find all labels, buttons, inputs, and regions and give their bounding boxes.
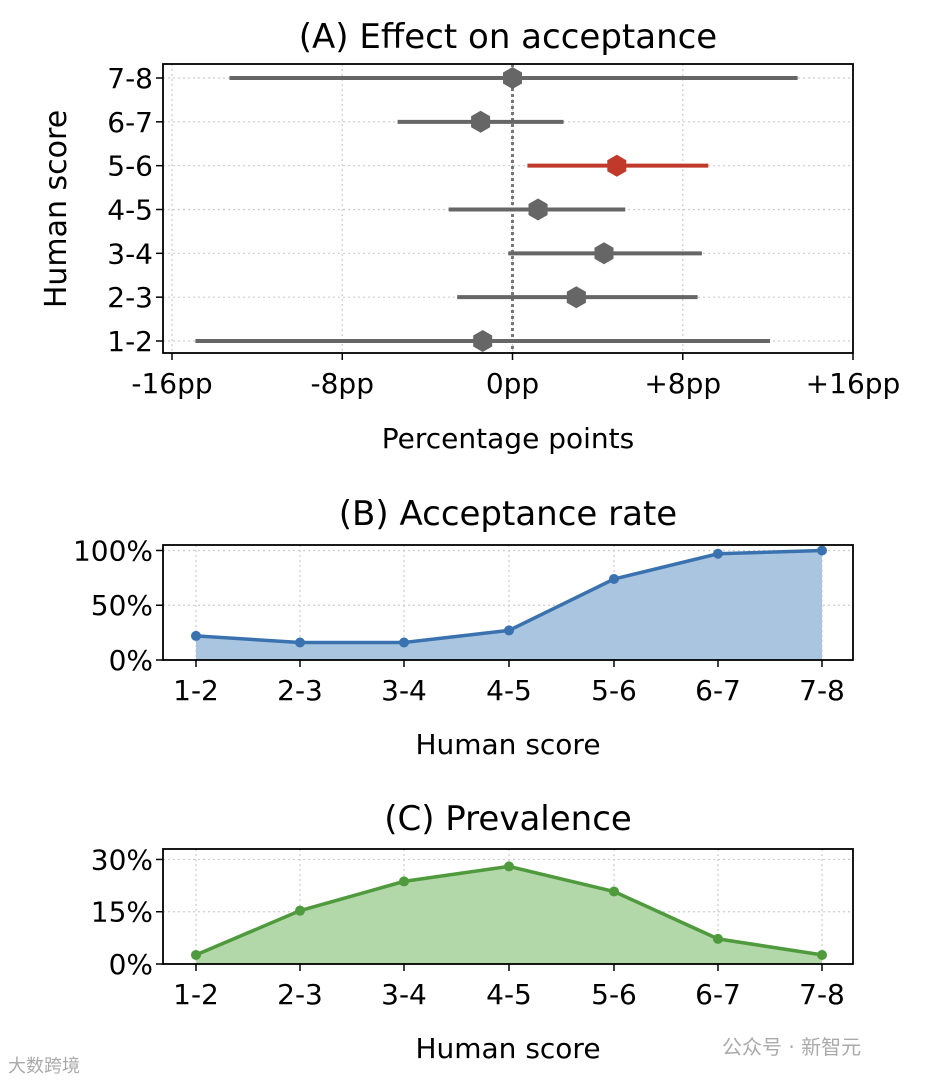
panel-a-effect: -16pp -8pp 0pp +8pp +16pp 1-2 2-3 3-4 4-5 5-6 6-7 7…: [39, 17, 900, 455]
watermark-right: 公众号 · 新智元: [722, 1035, 861, 1059]
x-tick-label: 3-4: [381, 978, 427, 1011]
y-axis-label: Human score: [39, 110, 74, 308]
y-tick-label: 30%: [91, 843, 153, 876]
area-fill: [196, 866, 822, 964]
x-tick-label: 7-8: [799, 978, 845, 1011]
y-tick-label: 0%: [109, 948, 153, 981]
x-tick-label: 6-7: [695, 674, 741, 707]
y-tick-label: 0%: [109, 644, 153, 677]
estimate-point-1-2: [473, 330, 493, 352]
data-point-7-8: [817, 545, 827, 556]
data-point-1-2: [191, 949, 201, 960]
estimate-point-6-7: [471, 110, 491, 133]
x-axis-label: Human score: [415, 1032, 600, 1065]
chart-title: (C) Prevalence: [384, 799, 632, 839]
x-tick-label: 2-3: [277, 978, 323, 1011]
estimate-point-4-5: [528, 198, 548, 221]
y-tick-label: 100%: [73, 534, 153, 567]
x-tick-label: 0pp: [486, 367, 539, 400]
y-tick-label: 5-6: [107, 150, 153, 183]
data-point-5-6: [609, 573, 619, 584]
x-tick-label: 3-4: [381, 674, 427, 707]
estimate-point-2-3: [566, 286, 586, 309]
plot-frame: [162, 544, 854, 661]
x-tick-label: 4-5: [486, 674, 532, 707]
x-tick-label: 6-7: [695, 978, 741, 1011]
y-tick-label: 3-4: [107, 237, 153, 270]
y-tick-label: 15%: [91, 896, 153, 929]
x-tick-label: +8pp: [644, 367, 721, 400]
data-point-1-2: [191, 630, 201, 641]
x-tick-label: 1-2: [173, 978, 219, 1011]
y-tick-label: 1-2: [107, 325, 153, 358]
data-point-4-5: [504, 625, 514, 636]
plot-frame: [162, 63, 854, 354]
estimate-point-5-6: [607, 154, 627, 177]
data-point-3-4: [399, 637, 409, 648]
data-point-5-6: [609, 886, 619, 897]
chart-title: (B) Acceptance rate: [339, 494, 677, 534]
y-tick-label: 7-8: [107, 62, 153, 95]
watermark-left: 大数跨境: [8, 1056, 80, 1077]
x-tick-label: 5-6: [591, 978, 637, 1011]
data-point-6-7: [713, 933, 723, 944]
data-point-7-8: [817, 949, 827, 960]
y-tick-label: 6-7: [107, 106, 153, 139]
x-tick-label: 1-2: [173, 674, 219, 707]
estimate-point-7-8: [503, 67, 522, 89]
y-tick-label: 50%: [91, 589, 153, 622]
chart-title: (A) Effect on acceptance: [299, 17, 717, 57]
data-point-2-3: [295, 637, 305, 648]
x-tick-label: 5-6: [591, 674, 637, 707]
data-point-4-5: [504, 861, 514, 872]
data-point-3-4: [399, 876, 409, 887]
x-tick-label: -8pp: [311, 367, 374, 400]
x-tick-label: +16pp: [806, 367, 901, 400]
y-tick-label: 2-3: [107, 281, 153, 314]
x-tick-label: -16pp: [131, 367, 212, 400]
panel-c-prevalence: 1-2 2-3 3-4 4-5 5-6 6-7 7-8 0% 15% 30% (C) Prevale…: [91, 799, 854, 1065]
data-point-6-7: [713, 548, 723, 559]
x-tick-label: 2-3: [277, 674, 323, 707]
y-tick-label: 4-5: [107, 194, 153, 227]
x-axis-label: Percentage points: [382, 422, 634, 455]
panel-b-acceptance: 1-2 2-3 3-4 4-5 5-6 6-7 7-8 0% 50% 100% (B) Accept…: [73, 494, 854, 761]
x-axis-label: Human score: [415, 728, 600, 761]
x-tick-label: 4-5: [486, 978, 532, 1011]
estimate-point-3-4: [594, 242, 614, 265]
data-point-2-3: [295, 905, 305, 916]
x-tick-label: 7-8: [799, 674, 845, 707]
plot-frame: [162, 848, 854, 965]
area-fill: [196, 550, 822, 660]
